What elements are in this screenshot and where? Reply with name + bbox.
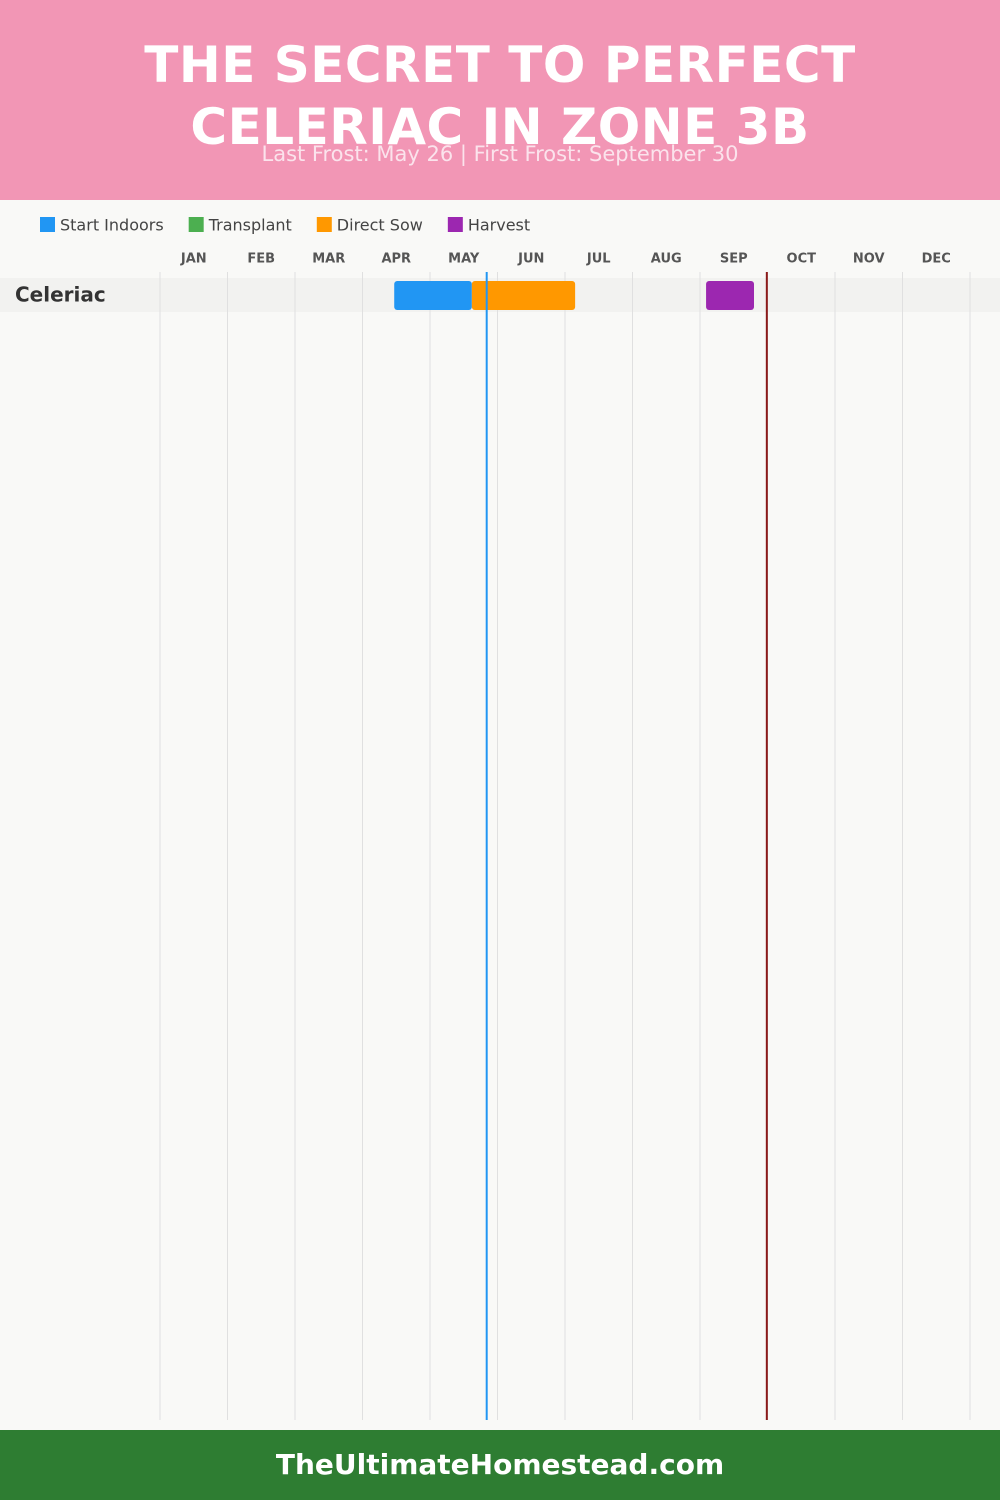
- month-label: MAR: [312, 252, 345, 267]
- month-label: MAY: [448, 252, 480, 267]
- month-label: JUN: [517, 252, 544, 267]
- month-label: AUG: [651, 252, 682, 267]
- month-label: DEC: [922, 252, 951, 267]
- task-bar: [706, 281, 754, 310]
- row-label: Celeriac: [15, 283, 106, 307]
- month-label: NOV: [853, 252, 885, 267]
- month-label: FEB: [247, 252, 275, 267]
- legend-swatch: [188, 217, 204, 232]
- chart-subtitle: Last Frost: May 26 | First Frost: Septem…: [261, 142, 739, 166]
- legend-swatch: [40, 217, 55, 232]
- chart-title: THE SECRET TO PERFECT CELERIAC IN ZONE 3…: [144, 36, 856, 156]
- legend-label: Start Indoors: [60, 216, 164, 235]
- month-label: OCT: [787, 252, 817, 267]
- header: THE SECRET TO PERFECT CELERIAC IN ZONE 3…: [0, 0, 1000, 200]
- legend-swatch: [316, 217, 332, 232]
- legend-swatch: [447, 217, 463, 232]
- task-bar: [471, 281, 576, 310]
- month-label: SEP: [720, 252, 748, 267]
- month-label: APR: [381, 252, 411, 267]
- legend-label: Direct Sow: [337, 216, 423, 235]
- task-bar: [394, 281, 472, 310]
- legend-label: Transplant: [208, 216, 292, 235]
- legend-label: Harvest: [468, 216, 530, 235]
- footer: TheUltimateHomestead.com: [0, 1430, 1000, 1500]
- month-label: JUL: [586, 252, 611, 267]
- month-label: JAN: [180, 252, 207, 267]
